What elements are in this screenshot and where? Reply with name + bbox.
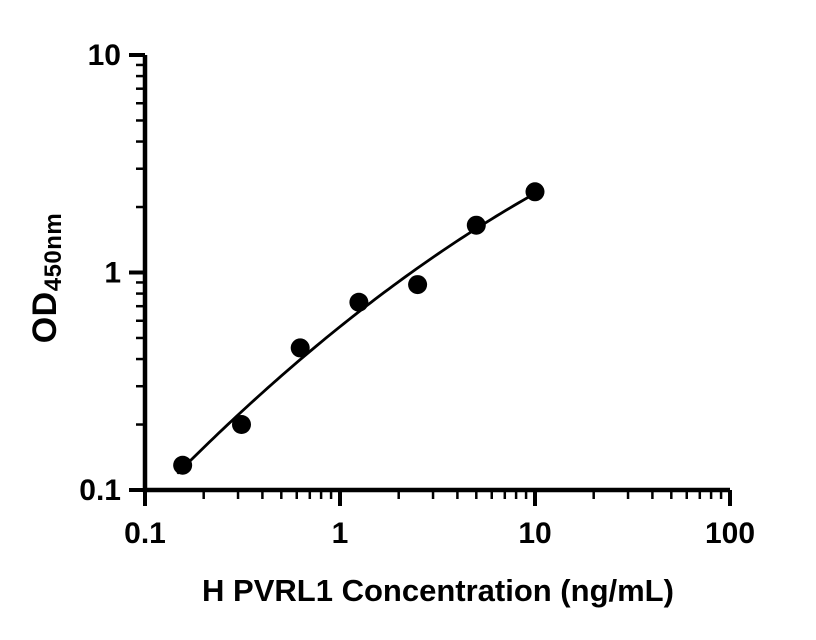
x-tick-label: 1 [332,517,349,550]
data-point [525,182,545,202]
y-axis-title-main: OD [26,291,64,344]
y-axis-title: OD450nm [26,213,68,344]
data-point [290,338,310,358]
y-tick-label: 0.1 [79,474,121,507]
data-point [349,292,369,312]
x-tick-label: 100 [705,517,755,550]
x-axis-title: H PVRL1 Concentration (ng/mL) [202,573,674,608]
y-tick-label: 10 [88,39,121,72]
x-tick-label: 0.1 [124,517,166,550]
x-tick-label: 10 [518,517,551,550]
data-point [466,215,486,235]
data-point [173,455,193,475]
fit-curve [176,191,539,475]
y-tick-label: 1 [104,257,121,290]
y-axis-title-subscript: 450nm [40,212,67,292]
data-point [408,275,428,295]
data-point [231,415,251,435]
